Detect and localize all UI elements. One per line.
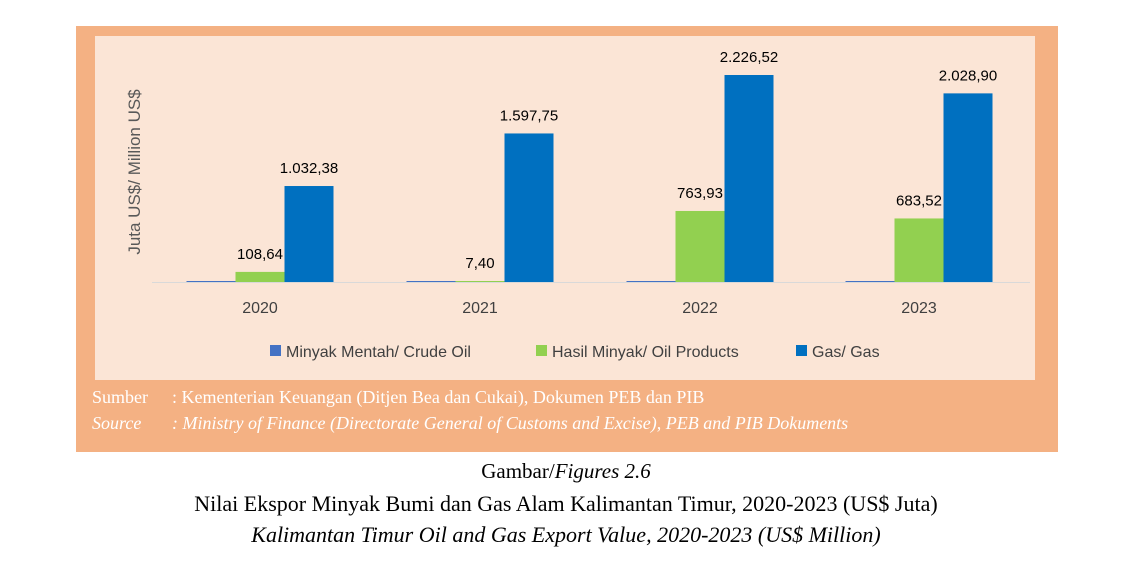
source-line-en: Source : Ministry of Finance (Directorate… [92, 413, 848, 434]
bars-group: 108,64 1.032,38 2020 7,40 1.597,75 2021 763,93… [186, 49, 997, 317]
figure-label: Gambar/ [481, 459, 555, 483]
bar-2023-series-3 [943, 93, 993, 282]
data-label-2022-series-2: 763,93 [677, 185, 723, 202]
bar-2021-series-2 [455, 281, 505, 282]
legend: Minyak Mentah/ Crude Oil Hasil Minyak/ Oi… [270, 344, 880, 361]
legend-swatch-1 [270, 345, 281, 356]
source-text-id: : Kementerian Keuangan (Ditjen Bea dan C… [172, 387, 705, 407]
figure-number: Gambar/Figures 2.6 [0, 459, 1132, 484]
data-label-2023-series-3: 2.028,90 [939, 67, 997, 84]
legend-swatch-3 [796, 345, 807, 356]
legend-swatch-2 [536, 345, 547, 356]
bar-2022-series-3 [724, 75, 774, 282]
plot-area [95, 36, 1035, 380]
legend-label-3: Gas/ Gas [812, 344, 880, 361]
bar-2022-series-1 [626, 281, 676, 282]
data-label-2022-series-3: 2.226,52 [720, 49, 778, 66]
data-label-2020-series-2: 108,64 [237, 246, 283, 263]
bar-2020-series-2 [235, 271, 285, 282]
data-label-2021-series-2: 7,40 [465, 255, 494, 272]
x-tick-label-2021: 2021 [462, 300, 498, 317]
figure-label-en: Figures 2.6 [554, 459, 651, 483]
x-tick-label-2022: 2022 [682, 300, 718, 317]
bar-2023-series-2 [894, 218, 944, 282]
bar-2021-series-3 [504, 133, 554, 282]
bar-2021-series-1 [406, 281, 456, 282]
source-label-en: Source [92, 413, 142, 433]
figure-title-en: Kalimantan Timur Oil and Gas Export Valu… [251, 522, 881, 547]
bar-2020-series-1 [186, 281, 236, 282]
y-axis-label: Juta US$/ Million US$ [125, 89, 144, 255]
legend-label-1: Minyak Mentah/ Crude Oil [286, 344, 471, 361]
data-label-2023-series-2: 683,52 [896, 192, 942, 209]
bar-2020-series-3 [284, 186, 334, 282]
source-label-id: Sumber [92, 387, 148, 407]
x-tick-label-2023: 2023 [901, 300, 937, 317]
source-text-en: : Ministry of Finance (Directorate Gener… [172, 413, 849, 433]
figure-title-id: Nilai Ekspor Minyak Bumi dan Gas Alam Ka… [194, 491, 938, 516]
bar-2023-series-1 [845, 281, 895, 282]
data-label-2020-series-3: 1.032,38 [280, 160, 338, 177]
x-tick-label-2020: 2020 [242, 300, 278, 317]
data-label-2021-series-3: 1.597,75 [500, 107, 558, 124]
legend-label-2: Hasil Minyak/ Oil Products [552, 344, 739, 361]
bar-2022-series-2 [675, 210, 725, 282]
source-line-id: Sumber : Kementerian Keuangan (Ditjen Bea… [92, 387, 704, 408]
